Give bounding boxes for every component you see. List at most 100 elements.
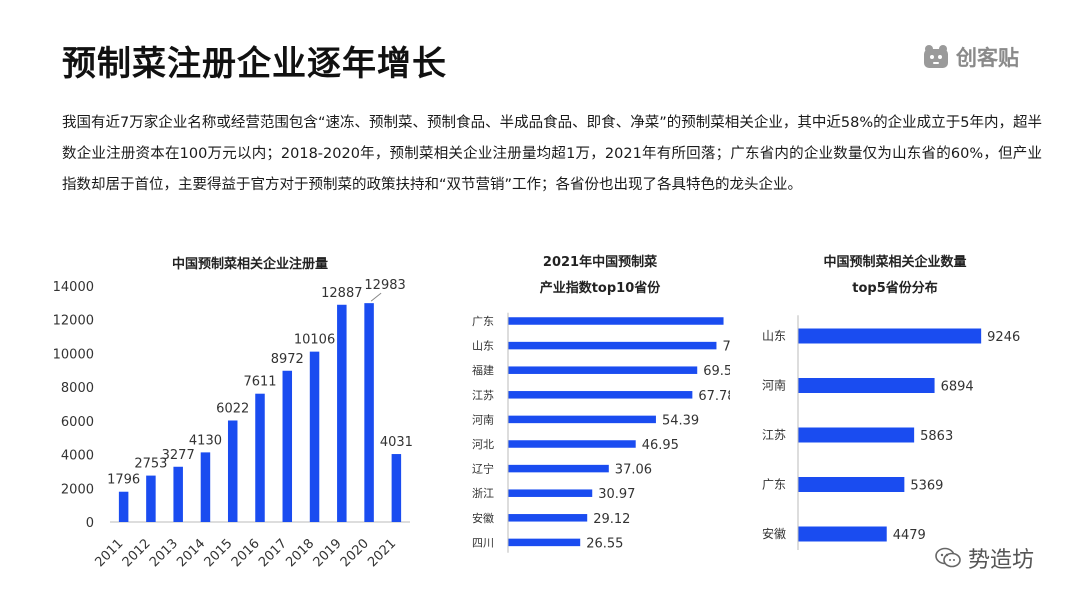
data-label: 3277: [162, 448, 195, 463]
data-label: 1796: [107, 473, 140, 488]
chart3-title: 中国预制菜相关企业数量 top5省份分布: [790, 250, 1000, 302]
bar: [508, 341, 717, 350]
data-label: 6894: [941, 380, 974, 395]
y-tick-label: 8000: [61, 381, 94, 396]
bar: [255, 393, 265, 522]
x-tick-label: 2019: [311, 536, 345, 570]
x-tick-label: 2021: [365, 536, 399, 570]
category-label: 广东: [472, 315, 494, 328]
data-label: 5863: [920, 429, 953, 444]
bar: [364, 303, 374, 522]
chart2-title-line2: 产业指数top10省份: [539, 281, 661, 296]
chart2-industry-index: 广东79.24山东76.64福建69.57江苏67.78河南54.39河北46.…: [472, 312, 730, 553]
data-label: 76.64: [722, 340, 730, 355]
x-tick-label: 2016: [229, 536, 263, 570]
category-label: 安徽: [472, 511, 494, 525]
x-tick-label: 2018: [283, 536, 317, 570]
x-tick-label: 2017: [256, 536, 290, 570]
data-label: 69.57: [703, 364, 730, 379]
category-label: 山东: [472, 340, 494, 353]
bar: [391, 454, 402, 522]
chart2-title: 2021年中国预制菜 产业指数top10省份: [490, 250, 710, 302]
x-tick-label: 2012: [120, 536, 154, 570]
watermark-text: 势造坊: [968, 548, 1035, 573]
bar: [508, 366, 698, 374]
category-label: 安徽: [762, 526, 786, 541]
category-label: 河北: [472, 438, 494, 451]
bar: [508, 514, 588, 522]
data-label: 8972: [271, 352, 304, 367]
data-label: 12887: [321, 286, 362, 301]
y-tick-label: 10000: [53, 347, 94, 362]
x-tick-label: 2013: [147, 536, 181, 570]
bar: [146, 475, 156, 522]
bar: [508, 489, 593, 497]
data-label: 54.39: [662, 413, 699, 428]
bar: [508, 317, 724, 325]
bar: [227, 420, 238, 522]
bar: [173, 466, 183, 522]
x-tick-label: 2014: [174, 536, 208, 570]
category-label: 辽宁: [472, 462, 494, 476]
category-label: 河南: [762, 378, 786, 393]
bar: [798, 328, 982, 344]
y-tick-label: 0: [86, 516, 94, 531]
bar: [508, 538, 581, 547]
chart3-title-line2: top5省份分布: [852, 281, 938, 296]
data-label: 4479: [893, 528, 926, 543]
bar: [798, 378, 935, 393]
x-tick-label: 2011: [92, 536, 126, 570]
chart3-title-line1: 中国预制菜相关企业数量: [823, 255, 967, 270]
data-label: 46.95: [642, 438, 679, 453]
category-label: 江苏: [472, 389, 494, 402]
bar: [508, 415, 656, 424]
category-label: 浙江: [472, 487, 494, 500]
data-label: 37.06: [615, 463, 652, 478]
brand-logo: 创客贴: [922, 42, 1019, 72]
bar: [798, 526, 887, 542]
bar: [508, 464, 609, 473]
category-label: 江苏: [762, 428, 786, 442]
page-title: 预制菜注册企业逐年增长: [62, 44, 447, 84]
brand-icon: [924, 45, 948, 68]
bar: [309, 351, 320, 522]
data-label: 12983: [364, 278, 405, 293]
bar: [798, 427, 915, 443]
category-label: 福建: [472, 363, 494, 377]
category-label: 四川: [472, 536, 494, 549]
chart3-top5-provinces: 山东 9246 河南 6894 江苏 5863 广东 5369 安徽 4479: [762, 315, 1020, 550]
chart2-title-line1: 2021年中国预制菜: [542, 255, 658, 270]
bar: [337, 304, 347, 522]
data-label: 30.97: [598, 487, 635, 502]
watermark: 势造坊: [934, 542, 1034, 574]
data-label: 9246: [987, 330, 1020, 345]
x-tick-label: 2020: [338, 536, 372, 570]
wechat-icon: [935, 547, 961, 568]
data-label: 29.12: [593, 512, 630, 527]
bar: [200, 452, 211, 522]
data-label: 7611: [243, 375, 276, 390]
chart1-registrations: 0 2000 4000 6000 8000 10000 12000 14000 1796 2011…: [53, 278, 413, 570]
bar: [508, 440, 636, 448]
data-label: 26.55: [586, 536, 623, 551]
y-tick-label: 12000: [53, 314, 94, 329]
bar: [508, 391, 693, 399]
y-tick-label: 6000: [61, 415, 94, 430]
bar: [282, 370, 293, 522]
x-tick-label: 2015: [202, 536, 236, 570]
chart1-title: 中国预制菜相关企业注册量: [171, 257, 328, 272]
y-tick-label: 14000: [53, 280, 94, 295]
data-label: 10106: [294, 333, 335, 348]
data-label: 6022: [216, 401, 249, 416]
data-label: 67.78: [698, 389, 730, 404]
y-tick-label: 4000: [61, 449, 94, 464]
description-paragraph: 我国有近7万家企业名称或经营范围包含“速冻、预制菜、预制食品、半成品食品、即食、…: [62, 115, 1042, 193]
brand-name: 创客贴: [956, 46, 1019, 70]
data-label: 4031: [380, 435, 413, 450]
category-label: 河南: [472, 413, 494, 426]
data-label-leader: [370, 292, 382, 302]
category-label: 广东: [762, 478, 786, 492]
data-label: 5369: [910, 479, 943, 494]
data-label: 2753: [134, 457, 167, 472]
bar: [798, 477, 905, 492]
